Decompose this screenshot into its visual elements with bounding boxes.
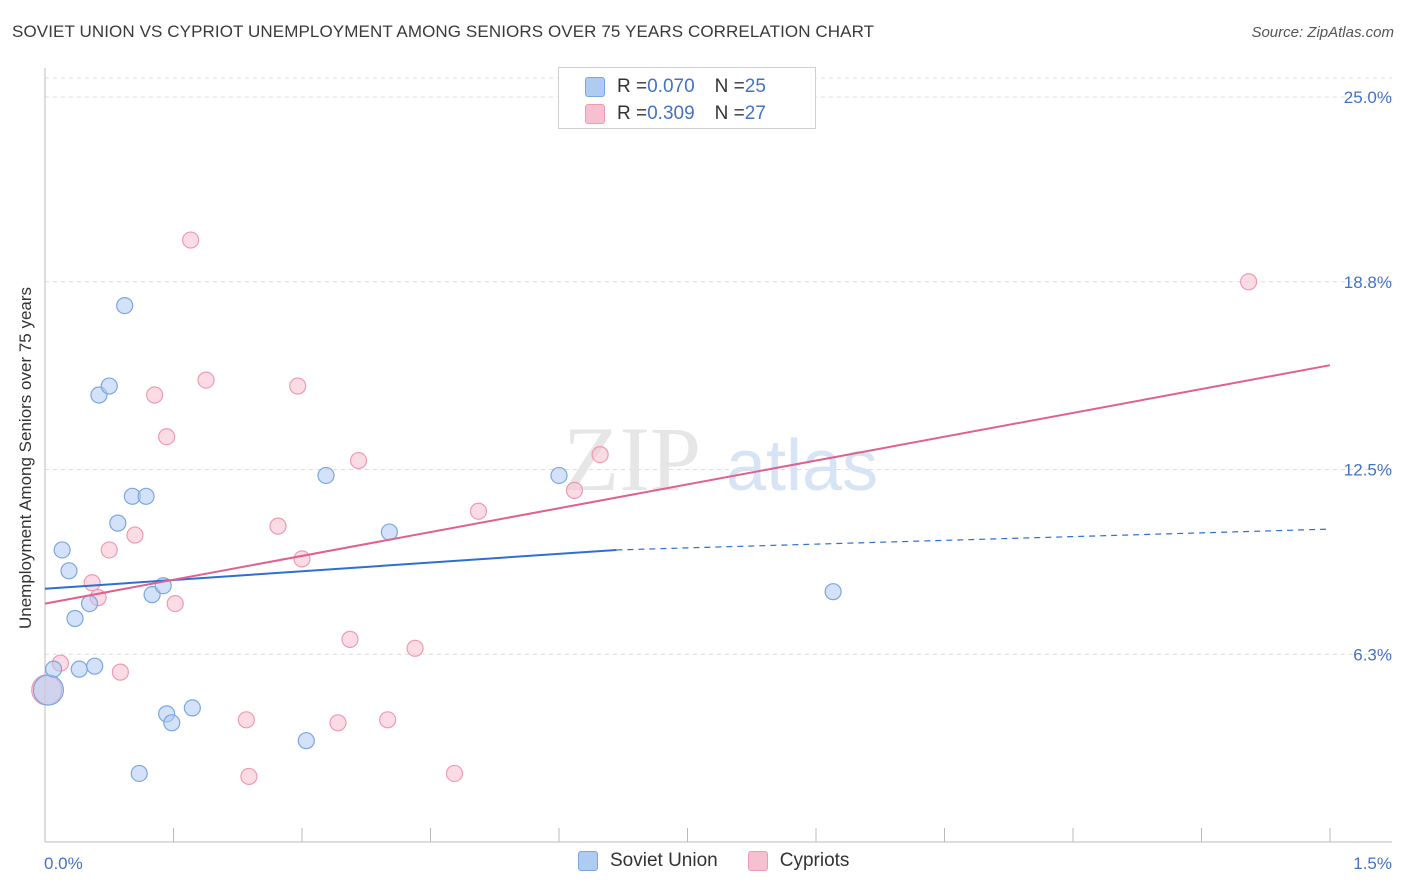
cypriots-point xyxy=(158,428,176,446)
cypriots-point xyxy=(565,481,584,499)
watermark: ZIP atlas xyxy=(563,408,878,510)
cypriots-point xyxy=(591,446,609,464)
soviet-union-point xyxy=(183,699,201,717)
soviet-union-point xyxy=(824,583,842,601)
cypriot-n-value: 27 xyxy=(744,103,766,124)
grid-lines xyxy=(45,77,1392,655)
cypriots-point xyxy=(289,377,307,395)
soviet-r-value: 0.070 xyxy=(647,76,695,97)
tick-labels: 6.3% 12.5% 18.8% 25.0% 0.0% 1.5% xyxy=(44,88,1392,873)
cypriots-point xyxy=(197,371,215,389)
cypriots-point xyxy=(293,550,311,568)
soviet-union-point xyxy=(550,466,568,485)
soviet-union-point xyxy=(116,297,134,315)
soviet-union-point xyxy=(317,466,335,485)
legend-row-soviet: R = 0.070 N = 25 xyxy=(585,75,766,99)
cypriots-point xyxy=(100,541,118,559)
y-tick-label: 18.8% xyxy=(1344,273,1392,292)
cypriots-point xyxy=(146,386,164,404)
axes xyxy=(44,68,1392,843)
cypriot-r-value: 0.309 xyxy=(647,103,695,124)
correlation-legend: R = 0.070 N = 25 R = 0.309 N = 27 xyxy=(558,67,816,129)
soviet-union-point xyxy=(53,541,71,559)
cypriot-n-label: N = xyxy=(714,103,745,124)
soviet-union-point xyxy=(60,562,78,580)
y-tick-label: 12.5% xyxy=(1344,461,1392,480)
cypriots-point xyxy=(379,711,397,729)
series-legend: Soviet Union Cypriots xyxy=(578,850,879,872)
cypriots-swatch xyxy=(747,851,768,871)
cypriots-point xyxy=(240,767,258,786)
chart-title: SOVIET UNION VS CYPRIOT UNEMPLOYMENT AMO… xyxy=(12,22,875,41)
y-tick-label: 25.0% xyxy=(1344,88,1392,107)
soviet-union-swatch xyxy=(578,851,598,871)
cypriots-point xyxy=(1240,273,1258,291)
soviet-union-point xyxy=(70,660,88,678)
soviet-union-point xyxy=(297,732,315,750)
legend-row-cypriot: R = 0.309 N = 27 xyxy=(585,102,766,126)
cypriots-point xyxy=(83,574,101,592)
soviet-n-label: N = xyxy=(714,76,745,97)
trend-lines xyxy=(44,364,1331,605)
cypriots-point xyxy=(469,502,488,520)
soviet-union-point xyxy=(163,714,181,732)
x-tick-label-min: 0.0% xyxy=(44,854,83,873)
cypriots-point xyxy=(237,711,255,729)
cypriots-label: Cypriots xyxy=(779,850,850,871)
cypriots-point xyxy=(166,594,184,613)
soviet-union-label: Soviet Union xyxy=(610,850,718,871)
series-soviet-union xyxy=(32,297,842,783)
cypriots-point xyxy=(349,451,368,470)
soviet-swatch xyxy=(585,77,605,97)
legend-item-cypriots[interactable]: Cypriots xyxy=(747,850,850,872)
source-label: Source: ZipAtlas.com xyxy=(1251,24,1394,41)
watermark-atlas: atlas xyxy=(726,426,878,506)
soviet-union-point xyxy=(130,764,148,783)
cypriot-swatch xyxy=(585,104,605,124)
watermark-zip: ZIP xyxy=(563,408,701,510)
soviet-union-point xyxy=(137,487,155,505)
soviet-union-point xyxy=(109,514,127,532)
legend-item-soviet-union[interactable]: Soviet Union xyxy=(578,850,718,872)
cypriots-trend-line xyxy=(44,364,1331,605)
cypriots-point xyxy=(111,663,129,681)
cypriots-point xyxy=(341,630,359,648)
cypriot-r-label: R = xyxy=(617,103,648,124)
soviet-union-point xyxy=(80,594,99,613)
soviet-union-point xyxy=(143,586,161,604)
soviet-union-point xyxy=(66,609,84,628)
cypriots-point xyxy=(126,526,144,544)
soviet-union-trend-line xyxy=(44,548,617,590)
soviet-n-value: 25 xyxy=(744,76,766,97)
cypriots-point xyxy=(329,714,347,732)
soviet-union-point xyxy=(86,657,104,675)
x-tick-label-max: 1.5% xyxy=(1353,854,1392,873)
soviet-union-trend-extension xyxy=(616,528,1331,551)
soviet-r-label: R = xyxy=(617,76,648,97)
soviet-union-point xyxy=(44,660,63,678)
cypriots-point xyxy=(445,764,464,783)
y-tick-label: 6.3% xyxy=(1353,645,1392,664)
cypriots-point xyxy=(182,231,200,249)
cypriots-point xyxy=(269,517,287,535)
soviet-union-point xyxy=(32,674,65,706)
cypriots-point xyxy=(406,639,424,657)
soviet-union-point xyxy=(100,377,118,395)
